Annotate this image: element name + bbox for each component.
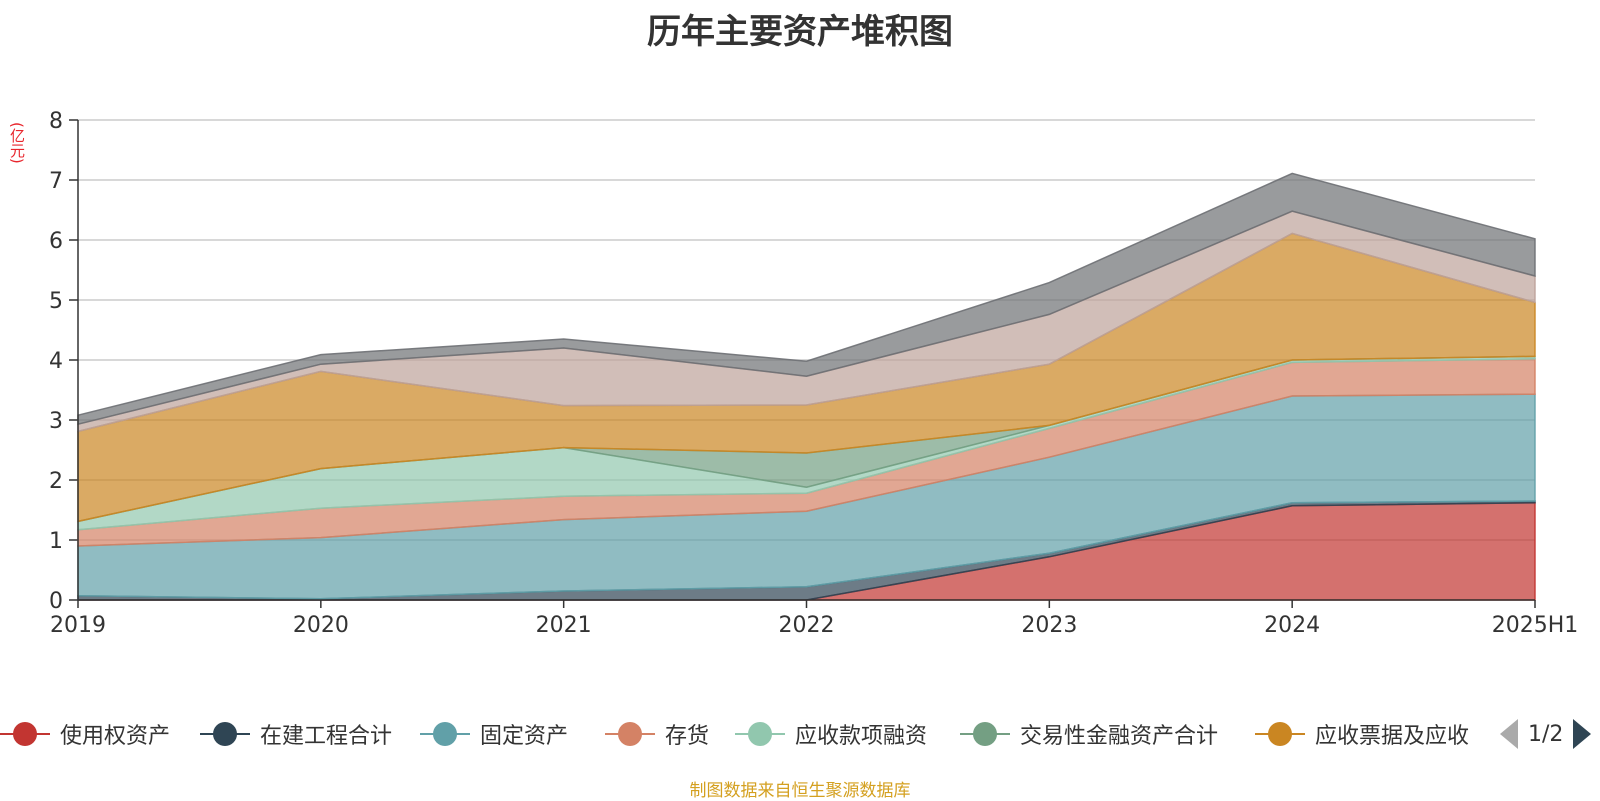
- chart-plot: 0 1 2 3 4 5 6 7 8 2019 2020 2021 2022 2023 2024 2025H1: [49, 109, 1579, 638]
- y-tick-label: 2: [49, 469, 63, 494]
- legend-label: 固定资产: [480, 724, 569, 749]
- y-tick-label: 6: [49, 229, 63, 254]
- legend-marker-icon: [605, 721, 655, 747]
- legend-pager: 1/2: [1500, 714, 1592, 754]
- legend-item[interactable]: 固定资产: [420, 714, 568, 754]
- legend: 使用权资产 在建工程合计 固定资产 存货 应收款项融资 交易性金融资产合计 应收票据及应收: [0, 714, 1600, 754]
- x-tick-label: 2019: [50, 613, 106, 638]
- data-source-note: 制图数据来自恒生聚源数据库: [689, 781, 911, 801]
- legend-next-page-button[interactable]: [1573, 719, 1592, 749]
- legend-item[interactable]: 在建工程合计: [200, 714, 392, 754]
- legend-label: 在建工程合计: [260, 724, 393, 749]
- legend-page-indicator: 1/2: [1528, 721, 1564, 747]
- legend-prev-page-button[interactable]: [1500, 719, 1518, 749]
- y-tick-label: 4: [49, 349, 63, 374]
- x-tick-label: 2021: [536, 613, 592, 638]
- legend-label: 应收票据及应收: [1315, 724, 1470, 749]
- legend-marker-icon: [1255, 721, 1305, 747]
- x-tick-label: 2023: [1021, 613, 1077, 638]
- legend-marker-icon: [960, 721, 1010, 747]
- x-tick-label: 2020: [293, 613, 349, 638]
- legend-marker-icon: [420, 721, 470, 747]
- legend-item[interactable]: 应收款项融资: [735, 714, 927, 754]
- area-series-8: [77, 172, 1536, 426]
- legend-label: 使用权资产: [60, 724, 171, 749]
- y-axis-unit: (亿元): [8, 122, 26, 164]
- y-tick-label: 0: [49, 589, 63, 614]
- legend-marker-icon: [735, 721, 785, 747]
- legend-label: 应收款项融资: [795, 724, 928, 749]
- y-tick-label: 7: [49, 169, 63, 194]
- legend-label: 交易性金融资产合计: [1020, 724, 1219, 749]
- x-tick-label: 2024: [1264, 613, 1320, 638]
- legend-marker-icon: [0, 721, 50, 747]
- legend-item[interactable]: 应收票据及应收: [1255, 714, 1469, 754]
- x-tick-label: 2022: [779, 613, 835, 638]
- y-tick-label: 1: [49, 529, 63, 554]
- chart-title: 历年主要资产堆积图: [647, 12, 953, 52]
- legend-marker-icon: [200, 721, 250, 747]
- x-tick-label: 2025H1: [1492, 613, 1579, 638]
- y-tick-label: 8: [49, 109, 63, 134]
- legend-item[interactable]: 使用权资产: [0, 714, 170, 754]
- legend-item[interactable]: 存货: [605, 714, 709, 754]
- legend-label: 存货: [665, 724, 710, 749]
- legend-item[interactable]: 交易性金融资产合计: [960, 714, 1218, 754]
- y-tick-label: 3: [49, 409, 63, 434]
- y-tick-label: 5: [49, 289, 63, 314]
